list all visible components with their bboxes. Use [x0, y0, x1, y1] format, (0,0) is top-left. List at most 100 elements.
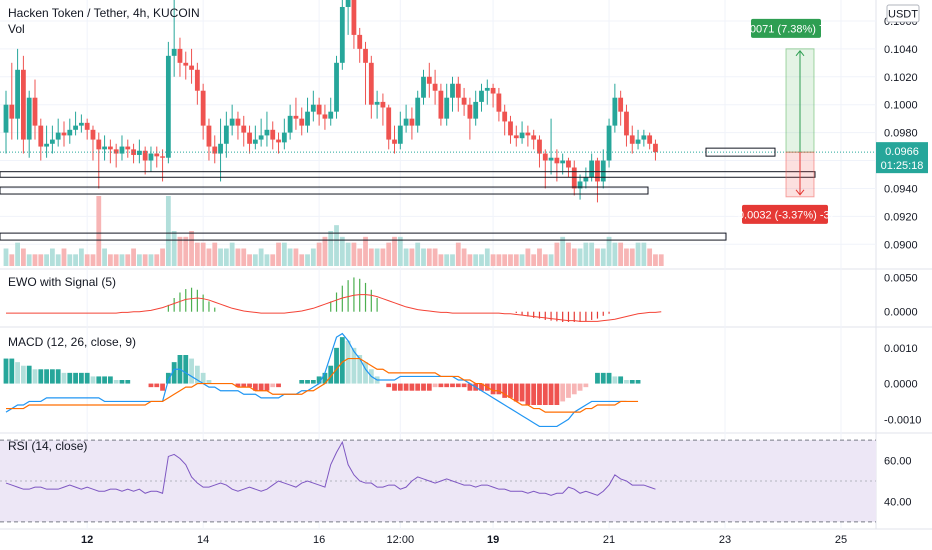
- macd-histogram-bar: [241, 383, 247, 388]
- volume-bar: [444, 254, 450, 266]
- candle-body: [305, 111, 310, 126]
- volume-bar: [107, 254, 113, 266]
- volume-bar: [78, 248, 84, 266]
- volume-bar: [26, 254, 32, 266]
- volume-bar: [119, 254, 125, 266]
- time-axis[interactable]: 12 14 16 12:00 19 21 23 25: [81, 534, 847, 546]
- volume-bar: [513, 254, 519, 266]
- macd-histogram-bar: [9, 358, 15, 384]
- candle-body: [496, 93, 502, 112]
- volume-bar: [252, 254, 258, 266]
- volume-label: Vol: [8, 22, 25, 36]
- candle-body: [560, 160, 566, 164]
- candle-body: [281, 132, 287, 143]
- macd-histogram-bar: [571, 383, 577, 395]
- price-axis[interactable]: 0.10600.10400.10200.10000.09800.09600.09…: [884, 16, 921, 509]
- candle-body: [160, 156, 165, 158]
- candle-body: [322, 114, 328, 119]
- volume-bar: [276, 242, 281, 266]
- macd-histogram-bar: [363, 362, 368, 384]
- macd-histogram-bar: [566, 383, 571, 398]
- macd-histogram-bar: [276, 383, 281, 388]
- volume-bar: [455, 242, 461, 266]
- macd-signal-line: [6, 357, 639, 413]
- macd-histogram-bar: [55, 369, 61, 384]
- macd-histogram-bar: [328, 365, 334, 384]
- stop-badge: -0.0032 (-3.37%) -32: [734, 204, 836, 224]
- candle-body: [629, 135, 635, 144]
- volume-bar: [566, 242, 571, 266]
- volume-bar: [194, 242, 200, 266]
- volume-bar: [102, 248, 107, 266]
- stop-label: -0.0032 (-3.37%) -32: [734, 209, 836, 221]
- candle-body: [212, 146, 218, 154]
- macd-histogram-bar: [508, 383, 513, 398]
- price-tick-label: 0.1000: [884, 100, 918, 112]
- macd-histogram-bar: [345, 340, 351, 384]
- volume-bar: [496, 254, 502, 266]
- macd-histogram-bar: [606, 372, 612, 384]
- volume-bar: [223, 248, 229, 266]
- macd-histogram-bar: [44, 369, 49, 384]
- volume-bar: [73, 254, 78, 266]
- macd-histogram-bar: [554, 383, 560, 405]
- candle-body: [67, 129, 73, 136]
- volume-bar: [293, 248, 299, 266]
- candle-body: [374, 101, 380, 105]
- macd-histogram-bar: [426, 383, 432, 391]
- long-position-tool[interactable]: [705, 48, 815, 198]
- volume-bar: [583, 242, 589, 266]
- candle-body: [392, 139, 397, 144]
- time-tick-label: 19: [487, 534, 499, 546]
- macd-histogram-bar: [316, 376, 322, 384]
- volume-bar: [142, 254, 148, 266]
- macd-histogram-bar: [183, 355, 189, 384]
- rsi-title: RSI (14, close): [8, 439, 87, 453]
- macd-histogram-bar: [351, 347, 357, 384]
- candle-body: [84, 122, 90, 130]
- candle-body: [189, 65, 194, 70]
- ewo-tick-label: 0.0050: [884, 272, 918, 284]
- candle-body: [502, 111, 508, 122]
- macd-histogram-bar: [270, 383, 276, 388]
- volume-bar: [600, 248, 606, 266]
- volume-bar: [90, 254, 96, 266]
- ewo-title: EWO with Signal (5): [8, 275, 116, 289]
- volume-bar: [177, 236, 183, 266]
- candle-body: [96, 139, 102, 150]
- candle-body: [183, 62, 189, 66]
- macd-histogram-bar: [165, 372, 171, 384]
- candle-body: [647, 135, 653, 144]
- macd-histogram-bar: [397, 383, 403, 391]
- macd-tick-label: 0.0000: [884, 379, 918, 391]
- candle-body: [450, 83, 455, 98]
- macd-histogram-bar: [102, 376, 107, 384]
- macd-histogram-bar: [577, 383, 583, 391]
- support-box: [0, 171, 816, 178]
- candle-body: [461, 97, 467, 105]
- candle-body: [32, 97, 38, 126]
- candle-body: [624, 111, 629, 136]
- macd-histogram-bar: [73, 372, 78, 384]
- macd-histogram-bar: [15, 362, 20, 384]
- candle-body: [508, 121, 513, 136]
- bar-countdown: 01:25:18: [881, 160, 924, 172]
- volume-bar: [502, 254, 508, 266]
- volume-bar: [49, 248, 55, 266]
- volume-bar: [316, 242, 322, 266]
- macd-histogram-bar: [160, 383, 165, 391]
- support-boxes[interactable]: [0, 171, 816, 241]
- candle-body: [142, 150, 148, 161]
- candle-body: [102, 146, 107, 150]
- candle-body: [44, 143, 49, 147]
- price-badge: 0.0966 01:25:18: [876, 142, 928, 174]
- currency-button[interactable]: USDT: [886, 4, 920, 23]
- volume-bar: [479, 254, 484, 266]
- volume-bar: [96, 196, 102, 266]
- macd-histogram-bar: [624, 380, 629, 384]
- candle-body: [270, 129, 276, 140]
- volume-bar: [624, 248, 629, 266]
- macd-histogram-bar: [595, 372, 600, 384]
- macd-histogram-bar: [490, 383, 496, 395]
